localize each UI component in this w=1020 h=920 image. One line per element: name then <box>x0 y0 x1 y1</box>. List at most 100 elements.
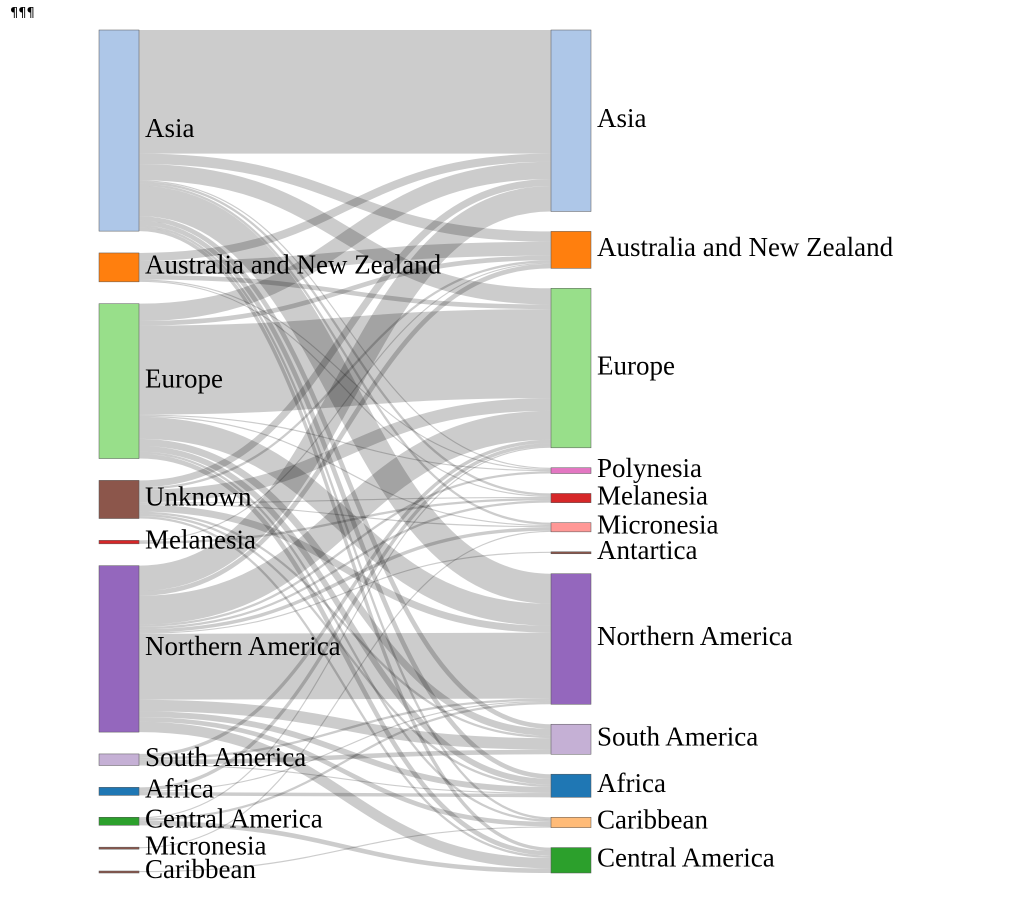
target-label-asia: Asia <box>597 103 647 133</box>
source-node-africa <box>98 787 140 796</box>
target-label-micronesia: Micronesia <box>597 509 718 539</box>
link-unknown-to-europe <box>138 398 552 503</box>
target-node-northern-america <box>550 573 592 705</box>
link-northern-america-to-central-america <box>138 721 552 869</box>
link-asia-to-europe <box>138 164 552 305</box>
link-northern-america-to-antartica <box>138 551 552 634</box>
link-northern-america-to-south-america <box>138 699 552 750</box>
source-label-australia-and-new-zealand: Australia and New Zealand <box>145 250 442 280</box>
target-label-melanesia: Melanesia <box>597 480 708 510</box>
target-label-australia-and-new-zealand: Australia and New Zealand <box>597 232 894 262</box>
source-label-unknown: Unknown <box>145 482 252 512</box>
source-label-africa: Africa <box>145 774 214 804</box>
link-asia-to-northern-america <box>138 186 552 604</box>
target-node-europe <box>550 288 592 449</box>
link-south-america-to-south-america <box>138 749 552 765</box>
link-northern-america-to-asia <box>138 186 552 592</box>
source-node-south-america <box>98 753 140 766</box>
target-node-australia-and-new-zealand <box>550 231 592 269</box>
link-micronesia-to-micronesia <box>138 530 552 849</box>
link-asia-to-caribbean <box>138 225 552 820</box>
target-node-central-america <box>550 847 592 874</box>
link-africa-to-europe <box>138 443 552 791</box>
link-northern-america-to-polynesia <box>138 471 552 627</box>
source-label-europe: Europe <box>145 363 223 393</box>
link-south-america-to-europe <box>138 439 552 758</box>
source-node-central-america <box>98 816 140 826</box>
source-node-asia <box>98 29 140 232</box>
link-central-america-to-northern-america <box>138 701 552 821</box>
link-asia-to-central-america <box>138 227 552 852</box>
target-node-micronesia <box>550 522 592 533</box>
source-label-melanesia: Melanesia <box>145 524 256 554</box>
target-label-caribbean: Caribbean <box>597 805 708 835</box>
link-northern-america-to-caribbean <box>138 717 552 827</box>
link-europe-to-caribbean <box>138 451 552 822</box>
target-label-south-america: South America <box>597 721 758 751</box>
link-unknown-to-central-america <box>138 516 552 858</box>
link-south-america-to-africa <box>138 764 552 794</box>
link-asia-to-south-america <box>138 216 552 729</box>
link-europe-to-europe <box>138 309 552 415</box>
link-northern-america-to-northern-america <box>138 632 552 700</box>
link-northern-america-to-africa <box>138 711 552 793</box>
link-europe-to-africa <box>138 445 552 785</box>
source-node-melanesia <box>98 540 140 545</box>
target-label-polynesia: Polynesia <box>597 453 702 483</box>
target-label-antartica: Antartica <box>597 535 697 565</box>
target-label-northern-america: Northern America <box>597 621 793 651</box>
link-central-america-to-europe <box>138 446 552 819</box>
source-label-micronesia: Micronesia <box>145 830 266 860</box>
source-node-europe <box>98 303 140 459</box>
sankey-links <box>138 30 552 873</box>
link-unknown-to-africa <box>138 513 552 787</box>
link-europe-to-micronesia <box>138 415 552 527</box>
link-melanesia-to-melanesia <box>138 498 552 544</box>
target-label-europe: Europe <box>597 350 675 380</box>
target-node-asia <box>550 29 592 212</box>
source-node-unknown <box>98 480 140 519</box>
target-node-melanesia <box>550 493 592 503</box>
link-melanesia-to-australia-and-new-zealand <box>138 262 552 542</box>
link-europe-to-polynesia <box>138 414 552 472</box>
link-europe-to-asia <box>138 161 552 322</box>
target-node-africa <box>550 773 592 798</box>
sankey-labels: Asia Australia and New Zealand Europe Unkno… <box>145 103 894 884</box>
source-node-caribbean <box>98 870 140 874</box>
target-label-central-america: Central America <box>597 842 775 872</box>
link-south-america-to-northern-america <box>138 698 552 760</box>
link-australia-and-new-zealand-to-polynesia <box>138 279 552 471</box>
link-australia-and-new-zealand-to-europe <box>138 274 552 310</box>
link-caribbean-to-caribbean <box>138 826 552 873</box>
link-northern-america-to-melanesia <box>138 500 552 630</box>
link-australia-and-new-zealand-to-asia <box>138 153 552 262</box>
link-europe-to-australia-and-new-zealand <box>138 255 552 326</box>
link-unknown-to-micronesia <box>138 503 552 528</box>
link-northern-america-to-micronesia <box>138 527 552 633</box>
source-label-south-america: South America <box>145 742 306 772</box>
source-label-central-america: Central America <box>145 803 323 833</box>
source-node-micronesia <box>98 846 140 850</box>
link-asia-to-australia-and-new-zealand <box>138 153 552 242</box>
link-australia-and-new-zealand-to-melanesia <box>138 280 552 497</box>
source-label-northern-america: Northern America <box>145 631 341 661</box>
link-northern-america-to-europe <box>138 410 552 625</box>
link-africa-to-africa <box>138 791 552 798</box>
link-asia-to-africa <box>138 220 552 779</box>
link-central-america-to-central-america <box>138 820 552 873</box>
source-label-caribbean: Caribbean <box>145 854 256 884</box>
link-europe-to-south-america <box>138 438 552 736</box>
link-australia-and-new-zealand-to-australia-and-new-zealand <box>138 241 552 275</box>
link-asia-to-melanesia <box>138 181 552 496</box>
link-europe-to-central-america <box>138 453 552 856</box>
target-node-antartica <box>550 551 592 555</box>
paragraph-marks: ¶¶¶ <box>10 6 35 21</box>
link-unknown-to-south-america <box>138 511 552 739</box>
link-asia-to-polynesia <box>138 180 552 469</box>
target-label-africa: Africa <box>597 768 666 798</box>
link-unknown-to-asia <box>138 179 552 488</box>
target-node-south-america <box>550 723 592 755</box>
source-node-northern-america <box>98 565 140 733</box>
target-node-polynesia <box>550 467 592 474</box>
